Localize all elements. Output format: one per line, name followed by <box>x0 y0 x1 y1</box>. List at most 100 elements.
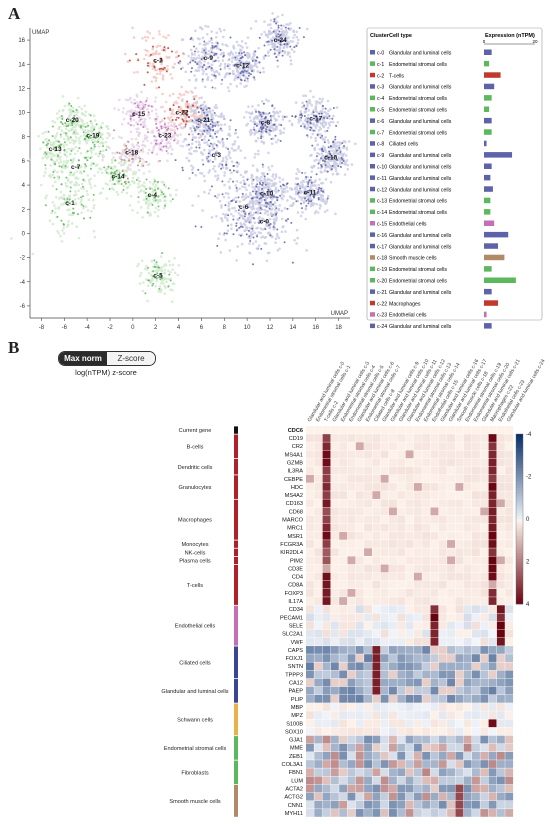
umap-point-bg <box>331 120 335 124</box>
heatmap-cell <box>389 589 397 597</box>
legend-swatch <box>370 175 375 180</box>
umap-point-bg <box>174 193 178 197</box>
umap-point <box>173 139 176 142</box>
umap-point-bg <box>231 143 235 146</box>
heatmap-cell <box>480 434 489 442</box>
normalization-toggle[interactable]: Max norm Z-score <box>58 351 156 366</box>
umap-point-bg <box>225 157 229 161</box>
umap-point <box>94 137 97 140</box>
legend-swatch <box>370 118 375 123</box>
z-score-button[interactable]: Z-score <box>107 352 155 365</box>
umap-point <box>320 165 323 168</box>
umap-point <box>102 145 105 148</box>
umap-point-bg <box>60 203 63 206</box>
umap-point <box>226 137 229 140</box>
umap-point-bg <box>97 154 100 158</box>
heatmap-gene-label: CDC6 <box>288 428 303 434</box>
heatmap-gene-label: CD3E <box>288 566 303 572</box>
umap-point-bg <box>83 166 87 169</box>
heatmap-cell <box>330 686 339 695</box>
umap-point <box>188 116 191 119</box>
heatmap-cell <box>322 499 331 508</box>
heatmap-cell <box>472 523 480 532</box>
heatmap-cell <box>455 686 464 695</box>
heatmap-cell <box>389 548 397 556</box>
umap-x-tick-label: 0 <box>131 325 135 331</box>
heatmap-cell <box>422 678 431 687</box>
umap-point-bg <box>230 160 234 163</box>
umap-point <box>126 177 129 180</box>
heatmap-cell <box>413 605 422 614</box>
heatmap-cell <box>347 548 356 556</box>
heatmap-cell <box>380 580 389 589</box>
umap-point-bg <box>278 129 282 132</box>
umap-point-bg <box>326 138 330 142</box>
umap-point-bg <box>68 111 72 114</box>
umap-point <box>252 216 255 219</box>
umap-point <box>305 100 308 103</box>
heatmap-cell <box>355 686 364 695</box>
umap-point-bg <box>137 145 141 148</box>
umap-point-bg <box>218 64 222 68</box>
heatmap-cell <box>505 434 514 442</box>
heatmap-cell <box>330 613 339 622</box>
umap-point-bg <box>234 74 238 78</box>
umap-point <box>51 125 54 128</box>
umap-point-bg <box>137 133 140 137</box>
umap-point <box>275 196 278 199</box>
legend-frame <box>366 27 543 321</box>
umap-point <box>234 56 237 59</box>
umap-point <box>175 125 178 128</box>
umap-point <box>107 165 110 168</box>
umap-y-label: UMAP <box>32 30 49 36</box>
umap-point-bg <box>47 155 50 158</box>
heatmap-cell <box>372 491 381 499</box>
umap-point-bg <box>206 110 210 114</box>
umap-point <box>209 123 212 126</box>
umap-point-bg <box>245 63 249 67</box>
umap-point-bg <box>144 134 147 137</box>
umap-point-bg <box>237 211 241 215</box>
heatmap-cell <box>330 572 339 581</box>
umap-point-bg <box>76 96 80 100</box>
umap-point-bg <box>101 153 104 157</box>
umap-point-bg <box>199 135 203 138</box>
heatmap-gene-label: MS4A2 <box>285 493 303 499</box>
umap-point-bg <box>122 117 126 121</box>
umap-point <box>279 33 282 36</box>
heatmap-gene-label: IL3RA <box>287 469 303 475</box>
umap-point-bg <box>97 167 101 170</box>
umap-point <box>261 195 264 198</box>
umap-point-bg <box>263 236 267 239</box>
umap-point-bg <box>354 142 357 146</box>
legend-swatch <box>370 50 375 55</box>
umap-point <box>45 152 48 155</box>
heatmap-cell <box>488 686 497 695</box>
heatmap-cell <box>347 670 356 679</box>
umap-point-bg <box>63 124 66 128</box>
heatmap-cell <box>380 442 389 451</box>
umap-point-bg <box>257 244 261 248</box>
heatmap-cell <box>339 442 348 451</box>
umap-point-bg <box>61 164 65 167</box>
heatmap-gene-label: GZMB <box>287 460 303 466</box>
umap-point <box>153 65 156 68</box>
heatmap-cell <box>314 556 323 565</box>
heatmap-cell <box>488 442 497 451</box>
heatmap-cell <box>480 491 489 499</box>
umap-point-bg <box>239 181 242 184</box>
heatmap-cell <box>488 515 497 524</box>
umap-point <box>276 59 279 62</box>
legend-celltype-label: Endometrial stromal cells <box>389 210 447 216</box>
heatmap-cell <box>330 523 339 532</box>
umap-point-bg <box>195 149 198 153</box>
umap-point-bg <box>62 202 65 206</box>
heatmap-cell <box>430 523 439 532</box>
umap-point-bg <box>218 73 221 76</box>
max-norm-button[interactable]: Max norm <box>59 352 107 365</box>
umap-point <box>139 100 142 103</box>
umap-point-bg <box>117 108 120 112</box>
umap-point <box>262 112 265 115</box>
heatmap-cell <box>364 580 372 589</box>
heatmap-cell <box>463 703 472 711</box>
